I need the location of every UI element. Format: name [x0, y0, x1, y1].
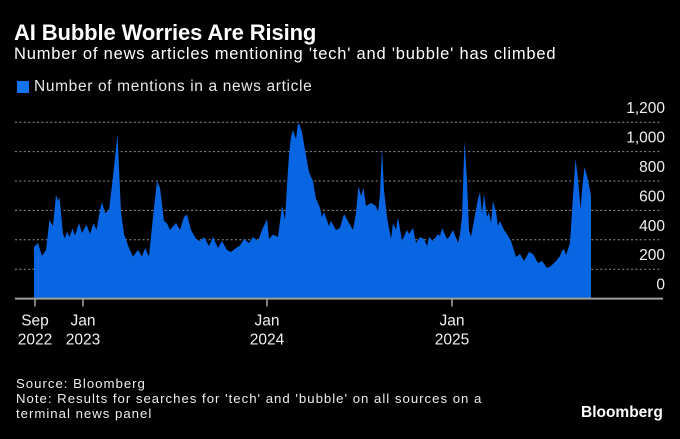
svg-text:Sep: Sep: [21, 313, 49, 330]
svg-text:2023: 2023: [66, 332, 100, 349]
svg-text:2025: 2025: [435, 332, 469, 349]
svg-text:1,000: 1,000: [626, 130, 665, 147]
svg-text:0: 0: [656, 277, 665, 294]
svg-text:2022: 2022: [18, 332, 52, 349]
svg-text:2024: 2024: [250, 332, 285, 349]
svg-text:400: 400: [639, 218, 665, 235]
svg-text:800: 800: [639, 159, 665, 176]
svg-text:1,200: 1,200: [626, 100, 665, 117]
svg-text:Jan: Jan: [255, 313, 280, 330]
svg-text:Jan: Jan: [71, 313, 96, 330]
svg-text:Jan: Jan: [440, 313, 465, 330]
svg-text:600: 600: [639, 188, 665, 205]
svg-text:200: 200: [639, 247, 665, 264]
